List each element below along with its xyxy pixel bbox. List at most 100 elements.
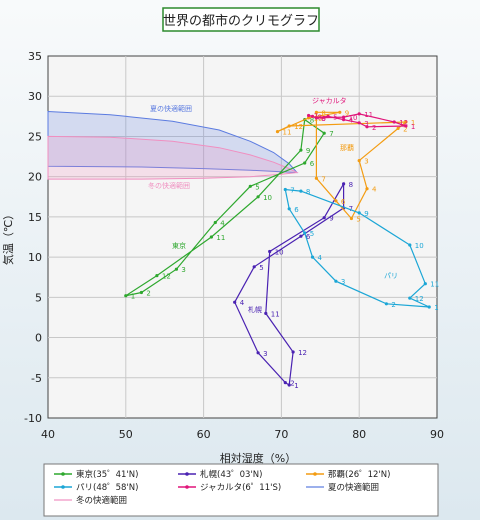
month-label: 1 bbox=[434, 304, 438, 312]
data-point bbox=[357, 121, 361, 125]
data-point bbox=[264, 311, 268, 315]
month-label: 8 bbox=[321, 109, 325, 117]
y-tick-label: 0 bbox=[35, 332, 42, 345]
city-label: 東京 bbox=[172, 241, 186, 250]
data-point bbox=[326, 114, 330, 118]
month-label: 10 bbox=[263, 194, 272, 202]
month-label: 7 bbox=[321, 175, 325, 183]
month-label: 9 bbox=[345, 109, 349, 117]
month-label: 7 bbox=[349, 205, 353, 213]
data-point bbox=[310, 255, 315, 259]
data-point bbox=[303, 231, 307, 235]
month-label: 12 bbox=[298, 349, 307, 357]
data-point bbox=[404, 124, 408, 128]
data-point bbox=[365, 125, 369, 129]
legend-label: 夏の快適範囲 bbox=[328, 482, 379, 493]
plot-area bbox=[47, 55, 438, 419]
data-point bbox=[299, 148, 303, 152]
legend-marker bbox=[61, 472, 65, 476]
month-label: 3 bbox=[263, 350, 267, 358]
data-point bbox=[322, 216, 326, 220]
title-box bbox=[162, 7, 320, 32]
month-label: 9 bbox=[321, 115, 325, 123]
data-point bbox=[268, 249, 272, 254]
data-point bbox=[299, 189, 303, 193]
data-point bbox=[342, 118, 346, 122]
data-point bbox=[174, 267, 178, 271]
month-label: 3 bbox=[364, 120, 368, 128]
x-tick-label: 80 bbox=[352, 428, 366, 441]
data-point bbox=[338, 110, 342, 114]
month-label: 5 bbox=[310, 230, 314, 238]
month-label: 5 bbox=[356, 216, 360, 224]
month-label: 12 bbox=[415, 295, 424, 303]
data-point bbox=[365, 187, 369, 191]
y-tick-label: 20 bbox=[28, 171, 42, 184]
legend-box bbox=[43, 463, 439, 517]
data-point bbox=[334, 279, 338, 283]
data-point bbox=[349, 216, 353, 221]
data-point bbox=[213, 220, 217, 225]
data-point bbox=[275, 130, 280, 134]
month-label: 11 bbox=[364, 111, 373, 119]
data-point bbox=[408, 243, 412, 247]
legend-marker bbox=[61, 485, 65, 489]
data-point bbox=[283, 187, 287, 192]
month-label: 2 bbox=[391, 301, 395, 309]
month-label: 2 bbox=[372, 124, 376, 132]
legend: 東京(35゜41'N) 札幌(43゜03'N) 那覇(26゜12'N) パリ(48゜5… bbox=[54, 469, 390, 506]
month-label: 4 bbox=[240, 299, 245, 307]
month-label: 1 bbox=[411, 119, 415, 127]
data-point bbox=[357, 159, 361, 163]
legend-marker bbox=[313, 472, 317, 476]
legend-label: ジャカルタ(6゜11'S) bbox=[200, 483, 281, 493]
data-series: 1 23456789101112東京123456789101112札幌123456… bbox=[124, 96, 439, 390]
month-label: 1 bbox=[294, 382, 298, 390]
y-tick-label: 25 bbox=[28, 130, 42, 143]
month-label: 6 bbox=[321, 115, 326, 123]
data-point bbox=[283, 381, 287, 385]
month-label: 3 bbox=[181, 266, 185, 274]
month-label: 11 bbox=[430, 281, 439, 289]
data-point bbox=[322, 131, 326, 135]
data-point bbox=[357, 112, 361, 116]
month-label: 12 bbox=[162, 273, 171, 281]
data-point bbox=[256, 351, 260, 355]
y-tick-label: 35 bbox=[28, 50, 42, 63]
data-point bbox=[357, 211, 361, 215]
x-tick-label: 90 bbox=[430, 428, 444, 441]
month-label: 9 bbox=[364, 210, 368, 218]
data-point bbox=[291, 350, 295, 354]
city-label: 那覇 bbox=[340, 144, 354, 152]
month-label: 10 bbox=[349, 114, 358, 122]
month-label: 5 bbox=[259, 264, 263, 272]
y-tick-label: -5 bbox=[31, 372, 42, 385]
data-point bbox=[342, 115, 346, 119]
y-tick-label: 5 bbox=[35, 291, 42, 304]
comfort-zone-label: 夏の快適範囲 bbox=[150, 104, 192, 113]
legend-marker bbox=[185, 485, 189, 489]
city-label: パリ bbox=[384, 272, 398, 280]
y-tick-label: 15 bbox=[28, 211, 42, 224]
month-label: 10 bbox=[314, 115, 323, 123]
data-point bbox=[307, 116, 311, 120]
data-point bbox=[256, 195, 260, 199]
x-tick-label: 70 bbox=[274, 428, 288, 441]
month-label: 11 bbox=[283, 129, 292, 137]
data-point bbox=[287, 207, 291, 211]
y-tick-label: 10 bbox=[28, 251, 42, 264]
data-point bbox=[233, 300, 237, 304]
data-point bbox=[384, 302, 388, 306]
month-label: 8 bbox=[310, 117, 314, 125]
month-label: 3 bbox=[364, 158, 368, 166]
month-label: 7 bbox=[329, 130, 333, 138]
x-tick-label: 40 bbox=[41, 428, 55, 441]
month-label: 1 bbox=[131, 293, 135, 301]
month-label: 10 bbox=[415, 242, 424, 250]
data-point bbox=[314, 116, 318, 120]
city-label: ジャカルタ bbox=[312, 96, 347, 105]
month-label: 1 bbox=[411, 123, 415, 131]
city-label: 札幌 bbox=[248, 305, 262, 314]
month-label: 7 bbox=[290, 187, 294, 195]
